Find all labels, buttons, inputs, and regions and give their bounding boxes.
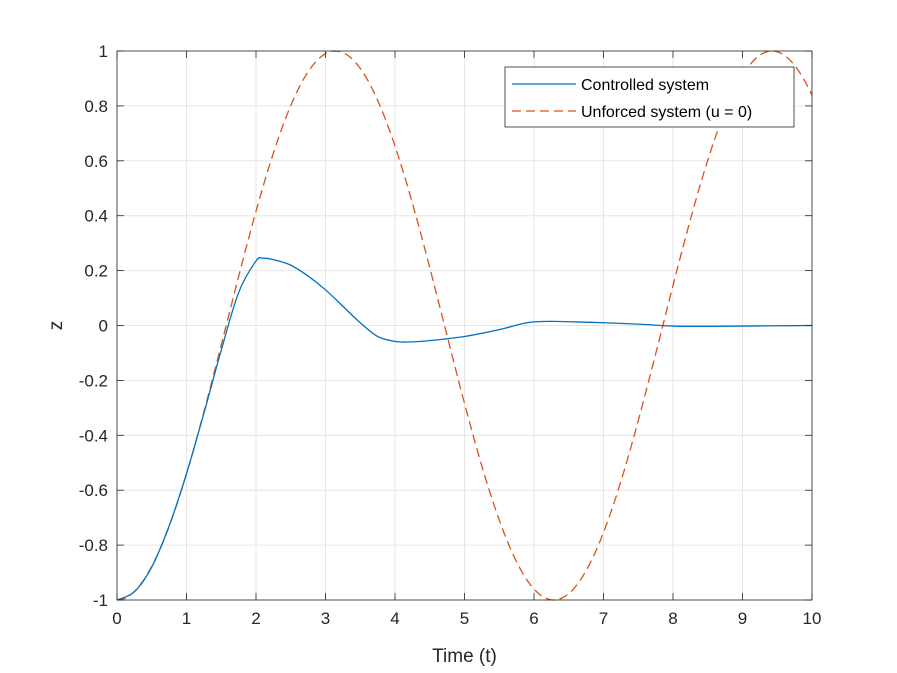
legend-box — [504, 66, 795, 128]
series-controlled-line — [116, 256, 813, 601]
x-tick-label: 10 — [803, 609, 822, 628]
x-tick-label: 1 — [182, 609, 191, 628]
x-tick-label: 3 — [321, 609, 330, 628]
series-layer — [116, 50, 813, 601]
tick-labels: 0 1 2 3 4 5 6 7 8 9 10 -1 -0.8 -0.6 -0.4 -0.2 0 0.2 0.4 0.6… — [79, 42, 822, 628]
y-tick-label: 0.4 — [84, 207, 108, 226]
y-tick-label: 1 — [99, 42, 108, 61]
x-tick-label: 6 — [529, 609, 538, 628]
y-axis-label: z — [46, 321, 67, 331]
x-tick-label: 0 — [112, 609, 121, 628]
y-tick-label: -0.2 — [79, 371, 108, 390]
x-tick-label: 7 — [599, 609, 608, 628]
y-tick-label: -0.6 — [79, 481, 108, 500]
legend-label-controlled: Controlled system — [581, 77, 709, 94]
y-tick-label: 0.2 — [84, 262, 108, 281]
x-tick-label: 9 — [738, 609, 747, 628]
x-tick-label: 8 — [668, 609, 677, 628]
legend: Controlled system Unforced system (u = 0… — [504, 66, 795, 128]
y-tick-label: 0.8 — [84, 97, 108, 116]
y-tick-label: 0 — [99, 317, 108, 336]
x-tick-label: 5 — [460, 609, 469, 628]
x-tick-label: 2 — [251, 609, 260, 628]
series-unforced-line — [116, 50, 813, 601]
ticks — [116, 50, 813, 601]
y-tick-label: -0.4 — [79, 426, 108, 445]
x-axis-label: Time (t) — [432, 646, 497, 667]
y-tick-label: -0.8 — [79, 536, 108, 555]
y-tick-label: 0.6 — [84, 152, 108, 171]
legend-label-unforced: Unforced system (u = 0) — [581, 104, 752, 121]
x-tick-label: 4 — [390, 609, 399, 628]
y-tick-label: -1 — [93, 591, 108, 610]
